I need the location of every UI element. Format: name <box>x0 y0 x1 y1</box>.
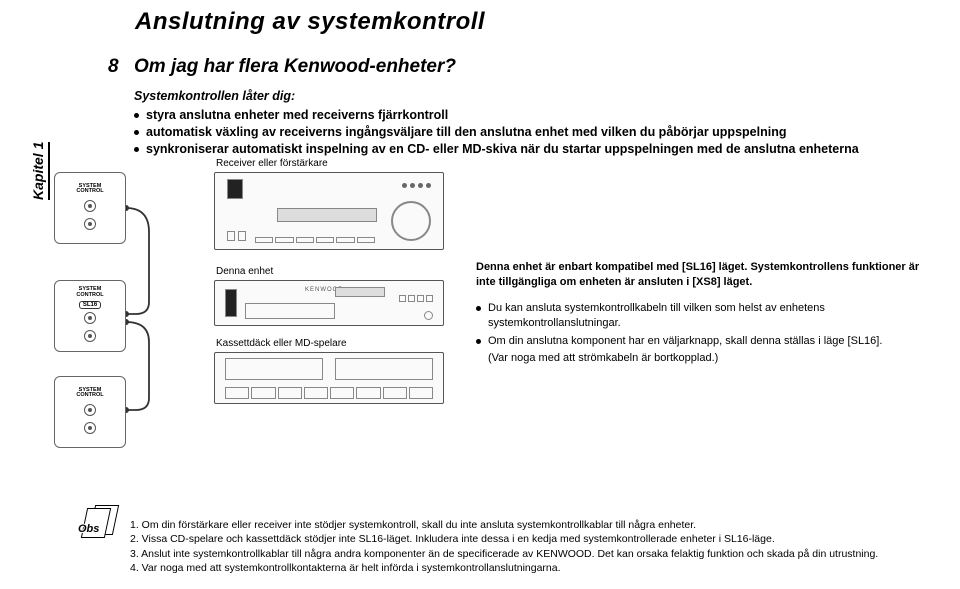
intro-item: synkroniserar automatiskt inspelning av … <box>134 141 914 158</box>
jack-icon <box>84 200 96 212</box>
footer-notes: 1. Om din förstärkare eller receiver int… <box>130 518 935 575</box>
unit-label-tape: Kassettdäck eller MD-spelare <box>216 338 347 349</box>
obs-label: Obs <box>78 523 99 535</box>
intro-lead: Systemkontrollen låter dig: <box>134 88 914 105</box>
section-title: Om jag har flera Kenwood-enheter? <box>134 56 456 78</box>
note-item: Du kan ansluta systemkontrollkabeln till… <box>476 301 920 332</box>
compatibility-head: Denna enhet är enbart kompatibel med [SL… <box>476 260 920 291</box>
tape-unit-icon <box>214 352 444 404</box>
jack-icon <box>84 404 96 416</box>
system-control-plate: SYSTEMCONTROL <box>54 172 126 244</box>
jack-icon <box>84 312 96 324</box>
jack-icon <box>84 218 96 230</box>
plate-label: SYSTEMCONTROL <box>76 388 103 399</box>
footnote: 2. Vissa CD-spelare och kassettdäck stöd… <box>130 532 935 546</box>
footnote: 1. Om din förstärkare eller receiver int… <box>130 518 935 532</box>
jack-icon <box>84 330 96 342</box>
receiver-unit-icon <box>214 172 444 250</box>
system-control-plate: SYSTEMCONTROL SL16 <box>54 280 126 352</box>
connection-diagram: SYSTEMCONTROL SYSTEMCONTROL SL16 SYSTEMC… <box>54 172 464 452</box>
unit-label-receiver: Receiver eller förstärkare <box>216 158 328 169</box>
intro-block: Systemkontrollen låter dig: styra anslut… <box>134 88 914 158</box>
jack-icon <box>84 422 96 434</box>
section-number: 8 <box>108 56 119 78</box>
intro-item: automatisk växling av receiverns ingångs… <box>134 124 914 141</box>
footnote: 3. Anslut inte systemkontrollkablar till… <box>130 547 935 561</box>
page-title: Anslutning av systemkontroll <box>135 8 485 36</box>
note-item: Om din anslutna komponent har en väljark… <box>476 334 920 349</box>
sl16-badge: SL16 <box>79 301 101 309</box>
intro-item: styra anslutna enheter med receiverns fj… <box>134 107 914 124</box>
plate-label: SYSTEMCONTROL <box>76 287 103 298</box>
chapter-tab: Kapitel 1 <box>30 142 50 200</box>
unit-label-this: Denna enhet <box>216 266 273 277</box>
obs-icon: Obs <box>78 505 120 537</box>
footnote: 4. Var noga med att systemkontrollkontak… <box>130 561 935 575</box>
note-sub: (Var noga med att strömkabeln är bortkop… <box>476 351 920 366</box>
this-unit-icon: KENWOOD <box>214 280 444 326</box>
compatibility-notes: Denna enhet är enbart kompatibel med [SL… <box>476 260 920 366</box>
system-control-plate: SYSTEMCONTROL <box>54 376 126 448</box>
plate-label: SYSTEMCONTROL <box>76 184 103 195</box>
